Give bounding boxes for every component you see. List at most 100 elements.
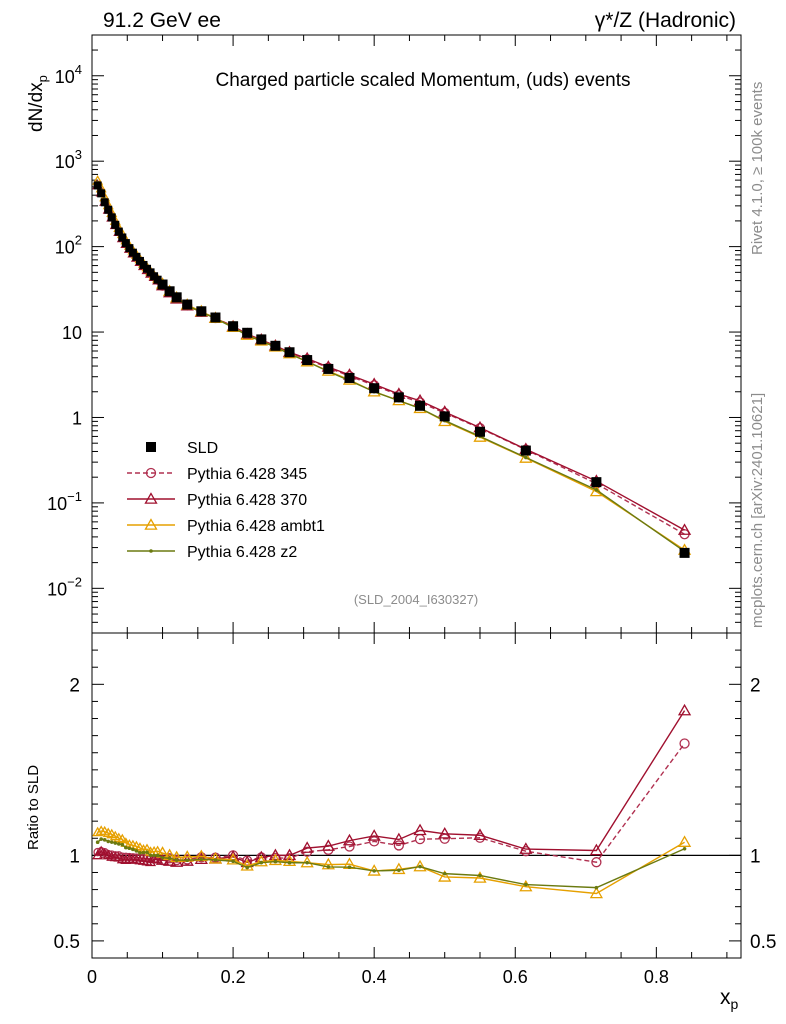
ratio-point-pythia-6-428-z2 [99, 837, 103, 841]
ratio-point-pythia-6-428-z2 [231, 859, 235, 864]
point-sld [344, 372, 355, 383]
legend-label: Pythia 6.428 z2 [187, 544, 297, 561]
legend-label: SLD [187, 440, 218, 457]
legend: SLD Pythia 6.428 345 Pythia 6.428 370 Pythi… [127, 440, 325, 561]
ratio-point-pythia-6-428-370 [268, 848, 283, 861]
ratio-series [92, 703, 692, 899]
ratio-point-pythia-6-428-370 [194, 852, 208, 865]
ratio-point-pythia-6-428-345 [344, 841, 355, 852]
y-tick-base: 10 [55, 238, 75, 258]
ratio-point-pythia-6-428-z2 [160, 855, 165, 860]
ratio-point-pythia-6-428-z2 [109, 840, 114, 844]
ratio-point-pythia-6-428-370 [392, 832, 406, 845]
point-sld [93, 181, 102, 190]
series-sld [93, 181, 690, 558]
point-sld [520, 445, 531, 456]
main-series [92, 175, 692, 558]
line-pythia-6-428-345 [97, 184, 685, 535]
ratio-point-pythia-6-428-z2 [155, 853, 160, 858]
ratio-point-pythia-6-428-z2 [287, 860, 292, 865]
ratio-point-pythia-6-428-370 [413, 823, 427, 836]
point-sld [104, 205, 113, 214]
ratio-point-pythia-6-428-z2 [138, 851, 142, 855]
ratio-point-pythia-6-428-ambt1 [116, 833, 128, 844]
legend-label: Pythia 6.428 370 [187, 492, 307, 509]
series-pythia-6-428-z2 [95, 180, 687, 554]
y-tick-base: 10 [47, 494, 67, 514]
point-sld [591, 477, 602, 488]
legend-label: Pythia 6.428 ambt1 [187, 518, 325, 535]
legend-marker [149, 549, 153, 553]
ratio-line-pythia-6-428-370 [97, 710, 686, 864]
ratio-series-pythia-6-428-z2 [95, 837, 687, 890]
ratio-point-pythia-6-428-z2 [185, 858, 190, 863]
point-sld [256, 334, 267, 345]
point-pythia-6-428-z2 [524, 455, 528, 460]
ratio-tick-label-right: 0.5 [750, 932, 776, 953]
ratio-point-pythia-6-428-370 [145, 856, 157, 867]
ratio-tick-label: 1 [69, 846, 80, 867]
y-tick-label: 104 [55, 62, 82, 87]
point-sld [121, 239, 130, 248]
point-sld [242, 327, 253, 338]
legend-item-pythia-6-428-ambt1: Pythia 6.428 ambt1 [127, 518, 325, 535]
ratio-point-pythia-6-428-z2 [134, 849, 139, 853]
legend-marker [144, 518, 158, 530]
ratio-tick-label-right: 2 [750, 675, 761, 696]
point-sld [100, 198, 109, 207]
ratio-point-pythia-6-428-ambt1 [226, 852, 240, 865]
point-sld [210, 312, 221, 323]
y-tick-label: 10−1 [47, 489, 82, 514]
legend-item-pythia-6-428-370: Pythia 6.428 370 [127, 492, 307, 509]
ratio-point-pythia-6-428-z2 [117, 842, 121, 846]
ratio-point-pythia-6-428-ambt1 [473, 871, 487, 883]
point-sld [196, 306, 207, 317]
ratio-point-pythia-6-428-ambt1 [392, 862, 406, 875]
ratio-point-pythia-6-428-370 [342, 833, 357, 846]
analysis-id: (SLD_2004_I630327) [354, 592, 478, 607]
y-tick-exp: −2 [67, 574, 82, 589]
point-pythia-6-428-ambt1 [589, 484, 604, 497]
legend-item-sld: SLD [146, 440, 218, 457]
series-pythia-6-428-ambt1 [92, 175, 692, 555]
ratio-point-pythia-6-428-370 [120, 854, 132, 864]
ratio-point-pythia-6-428-z2 [372, 869, 376, 873]
ratio-point-pythia-6-428-z2 [102, 838, 107, 842]
ratio-point-pythia-6-428-ambt1 [589, 886, 604, 899]
process-label: γ*/Z (Hadronic) [595, 9, 736, 32]
y-tick-label: 1 [72, 408, 82, 428]
y-tick-exp: 4 [75, 62, 82, 77]
point-sld [369, 383, 380, 394]
point-sld [125, 244, 134, 253]
ratio-point-pythia-6-428-z2 [113, 841, 118, 845]
y-tick-base: 10 [55, 67, 75, 87]
legend-marker [146, 442, 156, 452]
point-sld [97, 189, 106, 198]
ratio-point-pythia-6-428-z2 [106, 839, 111, 844]
ratio-point-pythia-6-428-z2 [145, 850, 149, 855]
legend-marker [144, 492, 158, 504]
ratio-y-axis-label: Ratio to SLD [25, 765, 42, 850]
ratio-point-pythia-6-428-ambt1 [519, 879, 533, 892]
point-pythia-6-428-z2 [594, 488, 599, 492]
ratio-point-pythia-6-428-370 [677, 703, 692, 716]
ratio-point-pythia-6-428-370 [519, 842, 533, 854]
x-axis-label: xp [720, 986, 739, 1012]
y-tick-base: 10 [47, 579, 67, 599]
ratio-point-pythia-6-428-370 [321, 839, 335, 851]
point-sld [171, 292, 182, 303]
ratio-point-pythia-6-428-z2 [418, 864, 422, 869]
ratio-point-pythia-6-428-370 [438, 826, 452, 839]
ratio-point-pythia-6-428-370 [367, 829, 381, 841]
ratio-point-pythia-6-428-z2 [131, 847, 135, 852]
y-tick-label: 10 [62, 323, 82, 343]
point-sld [284, 347, 295, 358]
ratio-point-pythia-6-428-z2 [120, 842, 125, 847]
legend-item-pythia-6-428-z2: Pythia 6.428 z2 [127, 544, 297, 561]
ratio-point-pythia-6-428-z2 [524, 882, 528, 887]
legend-label: Pythia 6.428 345 [187, 466, 307, 483]
ratio-point-pythia-6-428-345 [679, 738, 690, 749]
ratio-point-pythia-6-428-370 [300, 841, 314, 853]
y-tick-label: 10−2 [47, 574, 82, 599]
ratio-point-pythia-6-428-ambt1 [92, 826, 104, 837]
